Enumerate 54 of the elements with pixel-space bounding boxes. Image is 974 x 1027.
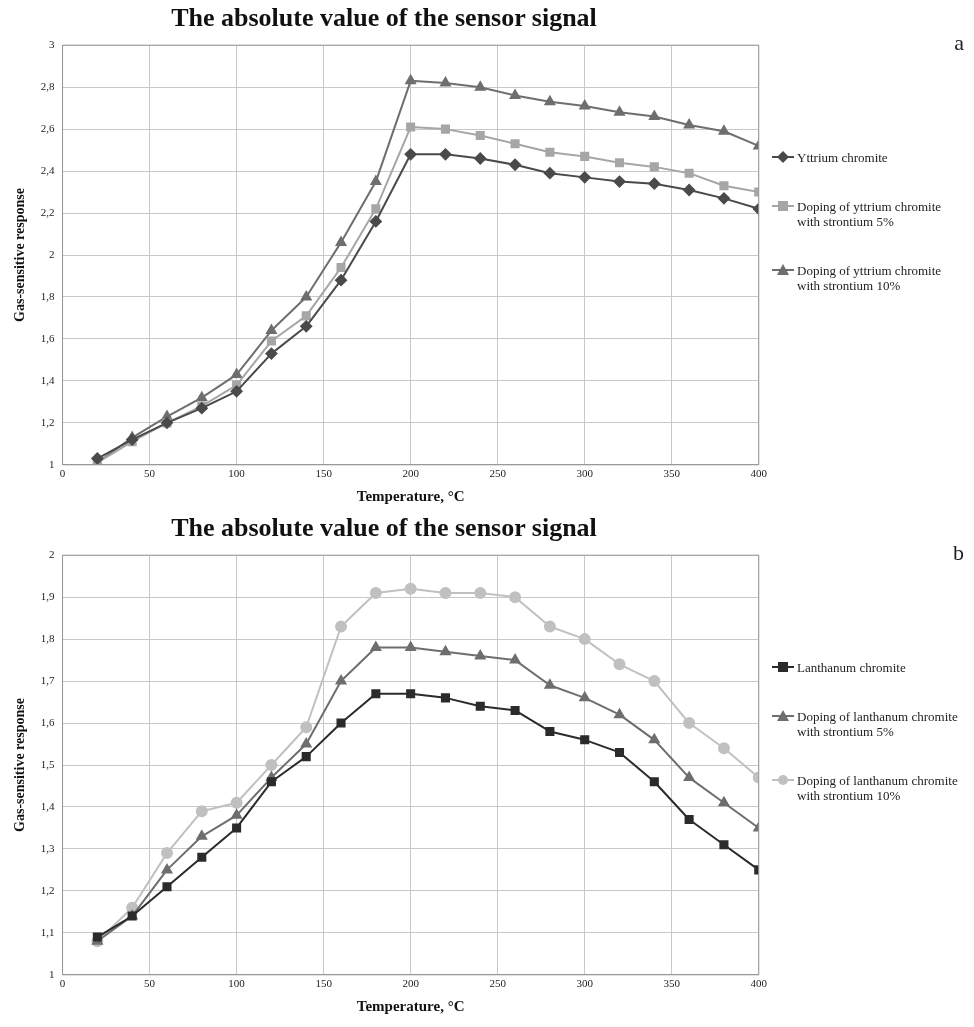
- x-tick-label: 250: [489, 467, 507, 480]
- y-tick-label: 2,6: [40, 122, 56, 135]
- y-axis-title: Gas-sensitive response: [12, 188, 28, 322]
- y-tick-label: 1,6: [40, 715, 56, 728]
- x-tick-label: 200: [402, 977, 420, 990]
- x-tick-label: 300: [576, 977, 594, 990]
- x-tick-label: 100: [228, 977, 246, 990]
- x-tick-label: 400: [750, 977, 768, 990]
- y-tick-label: 1,1: [40, 925, 55, 938]
- legend-label: Doping of yttrium chromite with strontium 10%: [797, 263, 943, 293]
- legend-label: Lanthanum chromite: [797, 660, 906, 675]
- chart-title: The absolute value of the sensor signal: [171, 513, 597, 543]
- x-axis-title: Temperature, °C: [356, 997, 465, 1014]
- y-tick-label: 1,2: [40, 883, 55, 896]
- y-tick-label: 1,8: [40, 632, 56, 645]
- x-tick-label: 0: [59, 977, 66, 990]
- legend-label: Doping of yttrium chromite with strontium 5%: [797, 199, 943, 229]
- y-tick-label: 2: [49, 247, 55, 260]
- x-tick-label: 300: [576, 467, 594, 480]
- x-tick-label: 250: [489, 977, 507, 990]
- y-axis-title: Gas-sensitive response: [12, 698, 28, 832]
- x-tick-label: 50: [144, 977, 156, 990]
- y-tick-label: 1,9: [40, 590, 56, 603]
- x-tick-label: 350: [663, 977, 681, 990]
- x-tick-label: 150: [315, 467, 333, 480]
- y-tick-label: 3: [49, 38, 56, 51]
- x-tick-label: 200: [402, 467, 420, 480]
- x-tick-label: 400: [750, 467, 768, 480]
- y-tick-label: 1,8: [40, 289, 56, 302]
- y-tick-label: 2,8: [40, 80, 56, 93]
- legend-label: Doping of lanthanum chromite with strontium 5%: [797, 709, 959, 739]
- y-tick-label: 1,4: [40, 373, 56, 386]
- y-tick-label: 2: [49, 548, 55, 561]
- text: a: [954, 30, 964, 56]
- text: b: [953, 540, 964, 566]
- y-tick-label: 2,4: [40, 163, 56, 176]
- y-tick-label: 1,5: [40, 757, 56, 770]
- legend-label: Yttrium chromite: [797, 150, 888, 165]
- y-tick-label: 1,3: [40, 841, 56, 854]
- x-tick-label: 350: [663, 467, 681, 480]
- y-tick-label: 1,2: [40, 415, 55, 428]
- x-tick-label: 150: [315, 977, 333, 990]
- y-tick-label: 1,7: [40, 673, 56, 686]
- x-axis-title: Temperature, °C: [356, 487, 465, 504]
- y-tick-label: 1: [49, 457, 55, 470]
- legend-label: Doping of lanthanum chromite with strontium 10%: [797, 773, 959, 803]
- y-tick-label: 2,2: [40, 205, 55, 218]
- x-tick-label: 0: [59, 467, 66, 480]
- chart-title: The absolute value of the sensor signal: [171, 3, 597, 33]
- y-tick-label: 1,4: [40, 799, 56, 812]
- x-tick-label: 100: [228, 467, 246, 480]
- x-tick-label: 50: [144, 467, 156, 480]
- y-tick-label: 1,6: [40, 331, 56, 344]
- y-tick-label: 1: [49, 967, 55, 980]
